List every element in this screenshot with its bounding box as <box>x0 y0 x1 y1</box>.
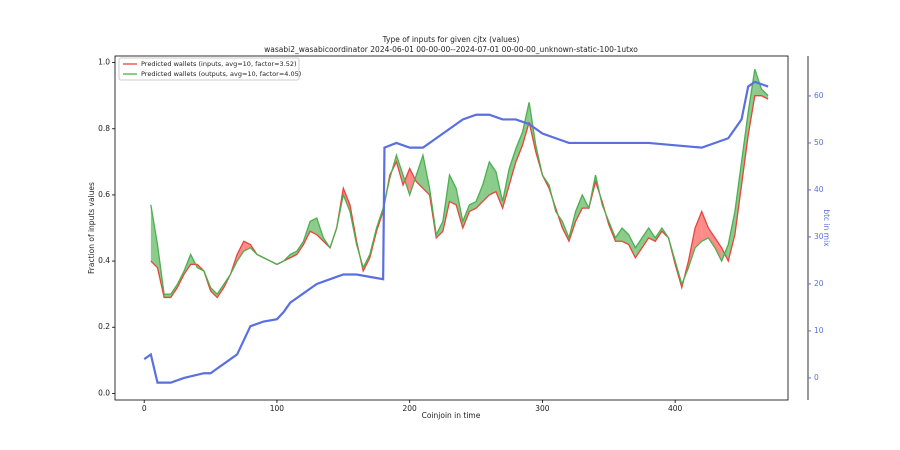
legend-label: Predicted wallets (outputs, avg=10, fact… <box>141 70 301 78</box>
plot-area <box>114 55 789 401</box>
legend-box <box>118 57 300 81</box>
chart-subtitle: wasabi2_wasabicoordinator 2024-06-01 00-… <box>264 45 638 54</box>
fill-between <box>482 161 490 202</box>
fill-between <box>515 132 523 162</box>
fill-between <box>695 211 702 248</box>
fill-between <box>708 228 715 248</box>
series-line <box>150 69 769 296</box>
fill-between <box>449 175 457 205</box>
y-tick-label: 1.0 <box>98 58 110 67</box>
x-tick-label: 0 <box>142 404 147 413</box>
x-tick-label: 400 <box>668 404 683 413</box>
y-tick-label: 0.6 <box>98 190 110 199</box>
fill-between <box>164 294 171 298</box>
y-tick-label: 0.0 <box>98 388 110 397</box>
legend-label: Predicted wallets (inputs, avg=10, facto… <box>141 60 297 68</box>
series-line <box>150 95 769 299</box>
fill-between <box>469 201 477 212</box>
y-tick-label: 0.4 <box>98 256 110 265</box>
fill-between <box>728 211 735 262</box>
chart-title: Type of inputs for given cjtx (values) <box>382 35 520 44</box>
y2-tick-label: 50 <box>814 138 824 147</box>
fill-between <box>290 251 297 258</box>
fill-between <box>741 112 749 185</box>
fill-between <box>734 161 742 235</box>
fill-between <box>237 241 244 262</box>
y2-tick-label: 20 <box>814 279 824 288</box>
y-axis-label: Fraction of inputs values <box>87 182 96 274</box>
x-axis-label: Coinjoin in time <box>422 411 481 420</box>
fill-between <box>509 148 516 185</box>
y2-tick-label: 40 <box>814 185 824 194</box>
fill-between <box>310 218 317 235</box>
y2-tick-label: 0 <box>814 373 819 382</box>
fill-between <box>628 234 636 258</box>
x-tick-label: 300 <box>535 404 550 413</box>
fill-between <box>416 155 423 189</box>
fill-between <box>641 228 649 248</box>
y2-axis-label: btc in mix <box>822 209 831 247</box>
x-tick-label: 100 <box>270 404 285 413</box>
y2-tick-label: 60 <box>814 91 824 100</box>
fill-between <box>714 237 722 262</box>
x-tick-label: 200 <box>403 404 418 413</box>
fill-between <box>150 204 158 268</box>
fill-between <box>622 228 629 245</box>
y-tick-label: 0.2 <box>98 322 110 331</box>
fill-between <box>635 237 642 258</box>
fill-between <box>701 211 709 242</box>
fill-between <box>575 194 583 222</box>
y2-tick-label: 10 <box>814 326 824 335</box>
btc-line <box>143 80 769 384</box>
y2-tick-label: 30 <box>814 232 824 241</box>
fill-between <box>748 69 755 136</box>
y-tick-label: 0.8 <box>98 124 110 133</box>
